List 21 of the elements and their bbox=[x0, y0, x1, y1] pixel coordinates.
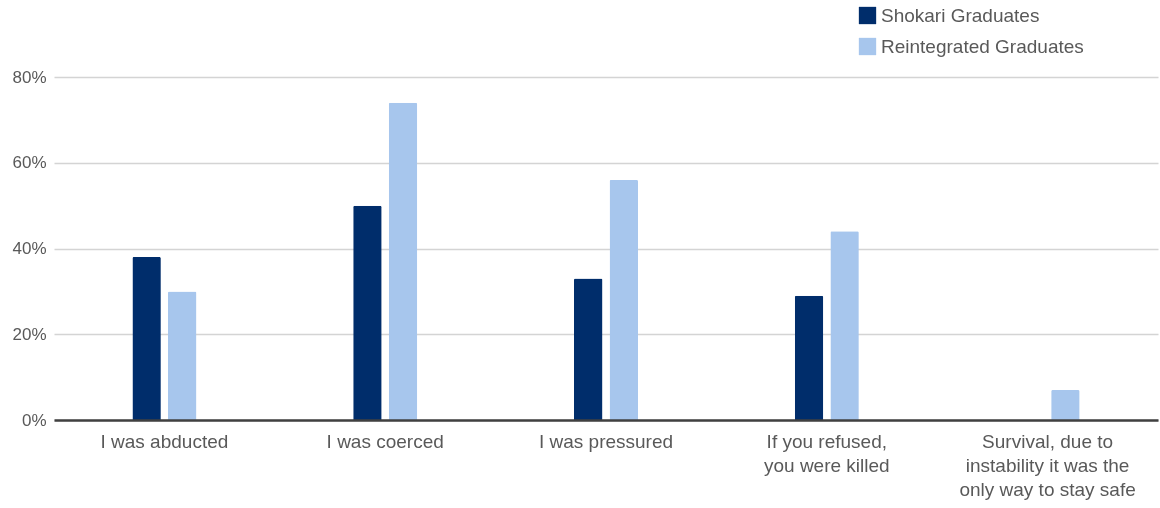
y-tick-label: 60% bbox=[12, 153, 47, 173]
bar bbox=[794, 295, 824, 420]
bar bbox=[609, 179, 639, 420]
bar bbox=[1051, 389, 1080, 420]
legend-label: Reintegrated Graduates bbox=[881, 35, 1084, 57]
y-tick-label: 20% bbox=[12, 324, 47, 344]
bar bbox=[353, 205, 382, 420]
x-tick-label: Survival, due to instability it was the only way to stay safe bbox=[959, 430, 1136, 500]
x-tick-label: I was coerced bbox=[326, 430, 444, 452]
y-tick-label: 0% bbox=[21, 410, 47, 430]
x-tick-label: If you refused, you were killed bbox=[763, 430, 890, 476]
bar bbox=[132, 257, 161, 420]
y-tick-label: 80% bbox=[12, 67, 47, 87]
legend-label: Shokari Graduates bbox=[881, 4, 1040, 26]
x-tick-label: I was pressured bbox=[538, 430, 674, 452]
bar bbox=[573, 278, 603, 420]
y-tick-label: 40% bbox=[12, 239, 47, 258]
bar bbox=[830, 231, 859, 420]
bar bbox=[167, 291, 197, 420]
x-tick-label: I was abducted bbox=[100, 430, 229, 452]
bar bbox=[388, 102, 418, 420]
